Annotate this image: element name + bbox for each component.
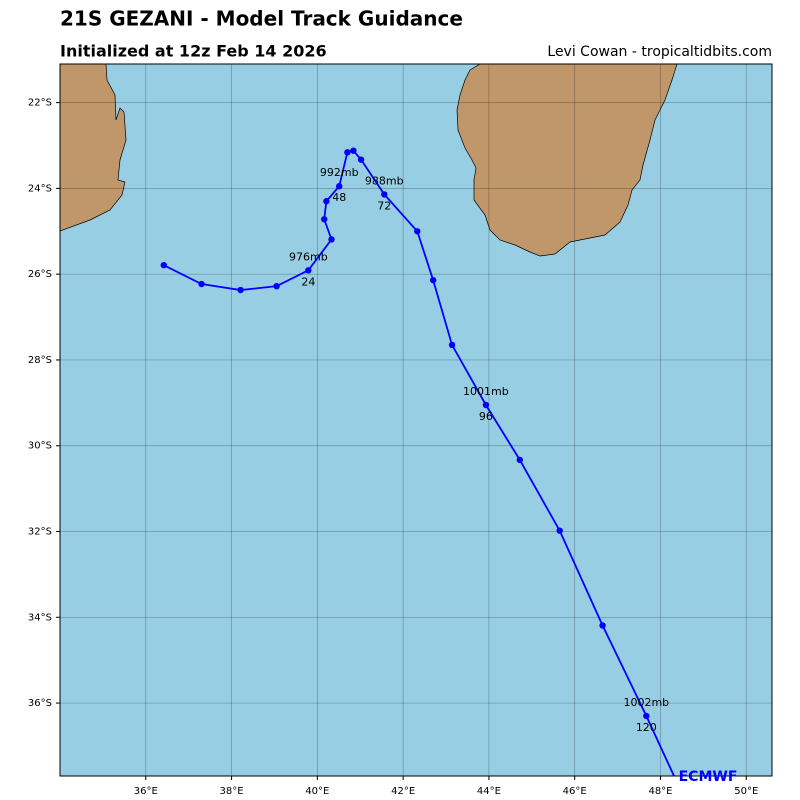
track-point [679, 790, 685, 796]
track-point [429, 276, 437, 284]
x-tick-label: 38°E [220, 786, 244, 797]
land [60, 64, 678, 257]
track-point [350, 147, 357, 154]
x-tick-label: 36°E [134, 786, 158, 797]
track-point [198, 280, 205, 288]
track-line [163, 149, 676, 776]
subtitle: Initialized at 12z Feb 14 2026 [60, 42, 327, 61]
track-point [357, 156, 365, 163]
track-point [160, 261, 167, 269]
hour-label: 48 [332, 191, 346, 204]
track-point [448, 341, 456, 349]
hour-label: 72 [377, 199, 391, 212]
y-tick-label: 30°S [28, 441, 52, 452]
pressure-label: 976mb [289, 250, 328, 263]
y-tick-label: 22°S [28, 98, 52, 109]
track-point [321, 216, 328, 223]
x-tick-label: 48°E [648, 786, 672, 797]
credit: Levi Cowan - tropicaltidbits.com [547, 44, 772, 60]
track-point [328, 236, 335, 243]
hour-label: 24 [301, 275, 315, 288]
pressure-label: 992mb [320, 166, 359, 179]
y-tick-label: 32°S [28, 527, 52, 538]
legend-entry: ECMWF [679, 769, 738, 785]
title: 21S GEZANI - Model Track Guidance [60, 7, 463, 31]
y-tick-label: 36°S [28, 698, 52, 709]
x-tick-label: 46°E [563, 786, 587, 797]
africa [60, 64, 127, 232]
track-point [482, 401, 490, 409]
track-point [323, 198, 330, 205]
track-point [381, 191, 388, 198]
track-point [599, 622, 606, 629]
frame [59, 63, 773, 777]
x-tick-label: 44°E [477, 786, 501, 797]
track-point [414, 228, 421, 235]
track-point [556, 527, 563, 534]
pressure-label: 988mb [365, 174, 404, 187]
track-point [516, 456, 523, 464]
track-point [305, 267, 312, 274]
pressure-label: 1001mb [463, 385, 509, 398]
y-tick-label: 26°S [28, 269, 52, 280]
track-point [273, 282, 280, 290]
track-point [336, 183, 343, 190]
y-tick-label: 34°S [28, 612, 52, 623]
track-point [237, 286, 244, 294]
y-tick-label: 24°S [28, 183, 52, 194]
track [160, 147, 685, 796]
x-tick-label: 40°E [305, 786, 329, 797]
pressure-label: 1002mb [623, 696, 669, 709]
ocean [60, 64, 772, 776]
y-tick-label: 28°S [28, 355, 52, 366]
x-tick-label: 50°E [734, 786, 758, 797]
track-point [643, 712, 650, 720]
track-point [344, 149, 351, 156]
hour-label: 120 [636, 721, 657, 734]
grid [60, 64, 772, 776]
x-tick-label: 42°E [391, 786, 415, 797]
hour-label: 96 [479, 410, 493, 423]
madagascar [456, 64, 678, 257]
